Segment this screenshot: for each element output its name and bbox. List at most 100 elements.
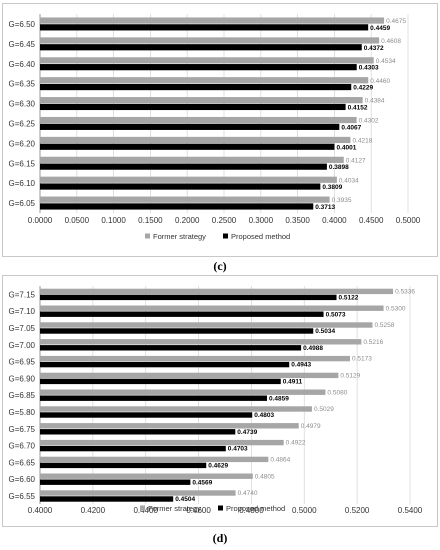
value-label-former-c-5: 0.4302 bbox=[359, 118, 379, 125]
x-tick-label-c-0: 0.0000 bbox=[28, 216, 53, 225]
category-label-d-6: G=6.85 bbox=[9, 391, 36, 400]
value-label-former-c-3: 0.4460 bbox=[370, 78, 390, 85]
category-label-d-12: G=6.55 bbox=[9, 492, 36, 501]
category-label-d-7: G=5.80 bbox=[9, 408, 36, 417]
x-tick-label-d-4: 0.4800 bbox=[239, 506, 264, 515]
category-label-c-2: G=6.40 bbox=[9, 60, 36, 69]
chart-d-caption: (d) bbox=[212, 531, 228, 545]
legend-swatch-proposed-d bbox=[218, 505, 223, 511]
x-tick-label-c-9: 0.4500 bbox=[359, 216, 384, 225]
value-label-proposed-d-0: 0.5122 bbox=[339, 295, 359, 302]
value-label-former-d-10: 0.4864 bbox=[270, 457, 290, 464]
category-label-c-0: G=6.50 bbox=[9, 20, 36, 29]
value-label-proposed-d-2: 0.5034 bbox=[315, 328, 335, 335]
x-tick-label-d-7: 0.5400 bbox=[398, 506, 423, 515]
bar-former-d-8 bbox=[40, 423, 299, 429]
bar-former-d-1 bbox=[40, 305, 384, 311]
bar-proposed-c-5 bbox=[40, 123, 340, 130]
category-label-c-8: G=6.10 bbox=[9, 179, 36, 188]
x-tick-label-c-5: 0.2500 bbox=[212, 216, 237, 225]
bar-proposed-d-10 bbox=[40, 462, 207, 469]
value-label-former-d-5: 0.5129 bbox=[340, 373, 360, 380]
bar-former-d-11 bbox=[40, 473, 253, 479]
x-tick-label-d-0: 0.4000 bbox=[28, 506, 53, 515]
category-label-d-11: G=6.60 bbox=[9, 475, 36, 484]
x-tick-label-c-8: 0.4000 bbox=[322, 216, 347, 225]
bar-proposed-d-4 bbox=[40, 361, 290, 368]
category-label-c-1: G=6.45 bbox=[9, 40, 36, 49]
chart-d-frame bbox=[2, 275, 438, 527]
bar-former-c-0 bbox=[40, 17, 385, 24]
bar-proposed-d-7 bbox=[40, 412, 253, 418]
value-label-former-d-8: 0.4979 bbox=[301, 423, 321, 430]
bar-former-d-0 bbox=[40, 288, 394, 295]
bar-former-c-4 bbox=[40, 97, 363, 104]
category-label-c-6: G=6.20 bbox=[9, 139, 36, 148]
x-tick-label-c-2: 0.1000 bbox=[101, 216, 126, 225]
legend-label-former-c: Former strategy bbox=[153, 232, 206, 241]
legend-label-former-d: Former strategy bbox=[148, 504, 201, 513]
bar-former-c-3 bbox=[40, 77, 369, 84]
value-label-proposed-c-3: 0.4229 bbox=[353, 85, 373, 92]
bar-former-d-12 bbox=[40, 490, 236, 496]
bar-proposed-d-8 bbox=[40, 429, 236, 435]
value-label-proposed-c-4: 0.4152 bbox=[348, 104, 368, 111]
x-tick-label-d-3: 0.4600 bbox=[186, 506, 211, 515]
bar-former-d-5 bbox=[40, 372, 339, 379]
bar-proposed-c-4 bbox=[40, 103, 346, 111]
x-tick-label-d-2: 0.4400 bbox=[133, 506, 158, 515]
bar-former-c-6 bbox=[40, 136, 351, 144]
bar-former-c-1 bbox=[40, 37, 380, 44]
value-label-former-c-6: 0.4218 bbox=[352, 137, 372, 144]
category-label-d-0: G=7.15 bbox=[9, 290, 36, 299]
legend-swatch-former-c bbox=[145, 233, 150, 239]
value-label-proposed-c-5: 0.4067 bbox=[341, 124, 361, 131]
value-label-former-d-6: 0.5080 bbox=[327, 389, 347, 396]
category-label-d-1: G=7.10 bbox=[9, 307, 36, 316]
value-label-former-c-1: 0.4608 bbox=[381, 38, 401, 45]
value-label-former-d-0: 0.5336 bbox=[395, 289, 415, 296]
value-label-proposed-d-5: 0.4911 bbox=[283, 379, 303, 386]
value-label-proposed-d-3: 0.4988 bbox=[303, 345, 323, 352]
value-label-proposed-c-7: 0.3898 bbox=[329, 164, 349, 171]
x-tick-label-c-3: 0.1500 bbox=[138, 216, 163, 225]
value-label-former-d-2: 0.5258 bbox=[374, 322, 394, 329]
bar-proposed-c-3 bbox=[40, 83, 352, 91]
chart-c-caption: (c) bbox=[213, 259, 227, 273]
x-tick-label-d-1: 0.4200 bbox=[81, 506, 106, 515]
x-tick-label-c-1: 0.0500 bbox=[65, 216, 90, 225]
bar-proposed-c-9 bbox=[40, 203, 314, 210]
value-label-proposed-d-1: 0.5073 bbox=[326, 311, 346, 318]
value-label-proposed-d-7: 0.4803 bbox=[254, 412, 274, 419]
value-label-proposed-d-4: 0.4943 bbox=[291, 362, 311, 369]
value-label-proposed-d-10: 0.4629 bbox=[208, 463, 228, 470]
bar-proposed-d-12 bbox=[40, 496, 174, 502]
value-label-former-c-2: 0.4534 bbox=[376, 58, 396, 65]
bar-former-d-9 bbox=[40, 439, 284, 446]
x-tick-label-d-6: 0.5200 bbox=[345, 506, 370, 515]
legend-label-proposed-d: Proposed method bbox=[226, 504, 285, 513]
value-label-former-d-12: 0.4740 bbox=[238, 490, 258, 497]
value-label-proposed-c-2: 0.4303 bbox=[359, 65, 379, 72]
legend-label-proposed-c: Proposed method bbox=[231, 232, 290, 241]
category-label-d-5: G=6.90 bbox=[9, 374, 36, 383]
bar-proposed-c-8 bbox=[40, 183, 321, 190]
value-label-former-d-4: 0.5173 bbox=[352, 356, 372, 363]
legend-swatch-proposed-c bbox=[223, 233, 228, 239]
value-label-former-d-9: 0.4922 bbox=[286, 440, 306, 447]
value-label-proposed-d-6: 0.4859 bbox=[269, 395, 289, 402]
legend-swatch-former-d bbox=[140, 505, 145, 511]
bar-former-d-3 bbox=[40, 339, 362, 345]
bar-proposed-d-5 bbox=[40, 378, 281, 385]
value-label-proposed-c-9: 0.3713 bbox=[315, 204, 335, 211]
value-label-former-c-8: 0.4034 bbox=[339, 177, 359, 184]
bar-proposed-c-1 bbox=[40, 44, 362, 51]
bar-former-c-7 bbox=[40, 156, 344, 163]
bar-proposed-d-9 bbox=[40, 445, 226, 452]
value-label-former-c-0: 0.4675 bbox=[386, 18, 406, 25]
bar-proposed-c-2 bbox=[40, 64, 357, 71]
value-label-proposed-d-8: 0.4739 bbox=[237, 429, 257, 436]
value-label-proposed-d-9: 0.4703 bbox=[228, 446, 248, 453]
category-label-c-4: G=6.30 bbox=[9, 100, 36, 109]
